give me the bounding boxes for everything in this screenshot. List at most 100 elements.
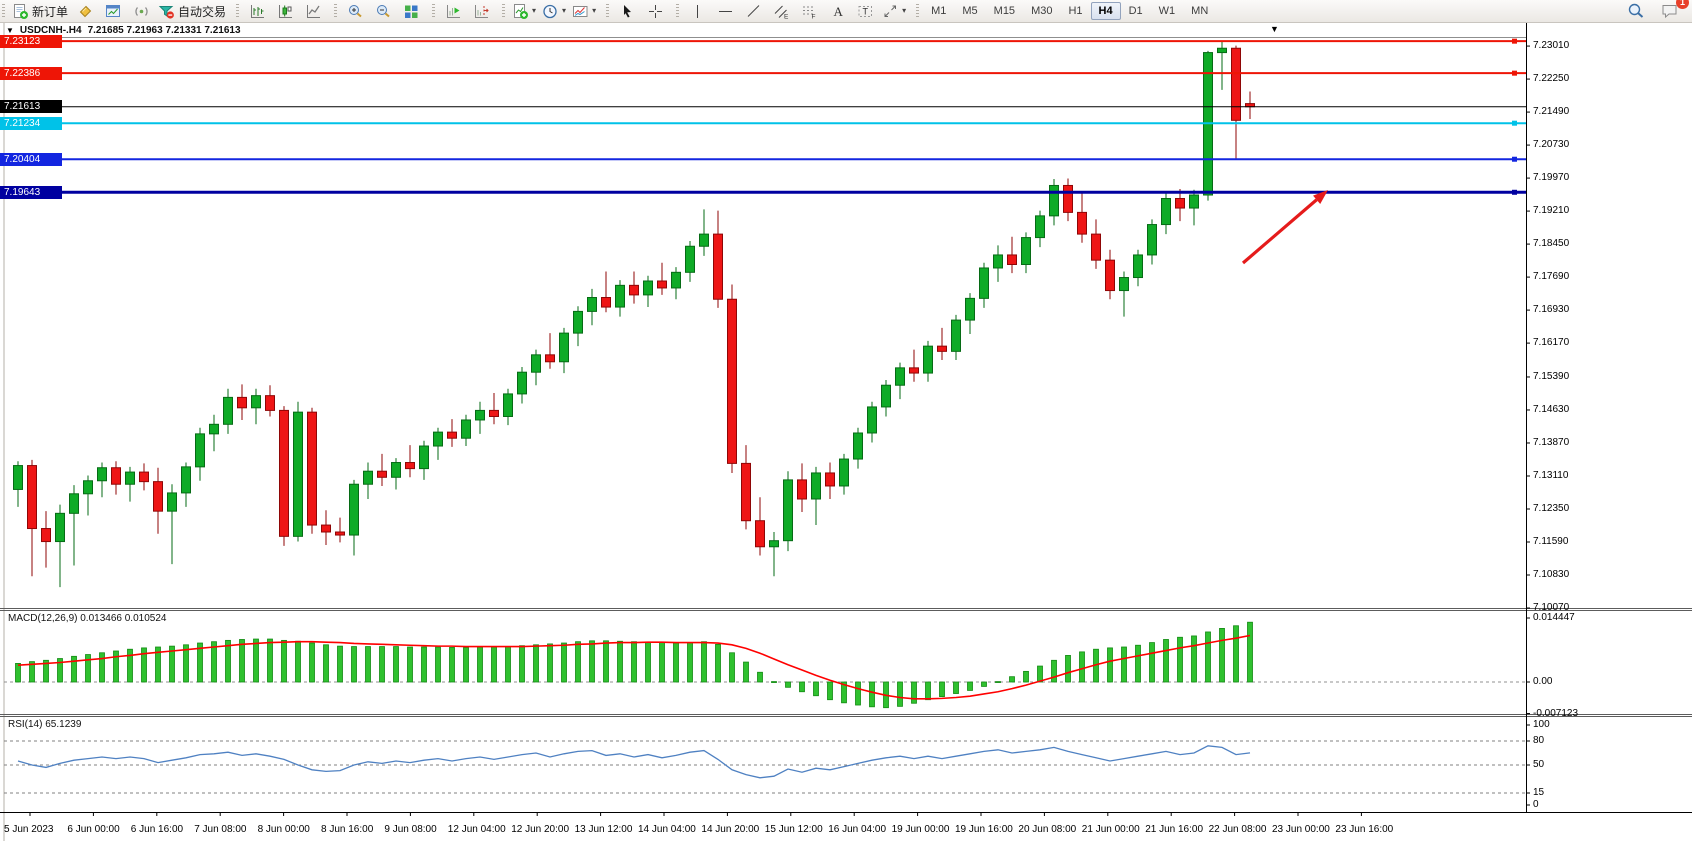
trend-arrow-annotation[interactable] — [1241, 198, 1318, 265]
candle-body — [601, 297, 611, 308]
macd-bar — [799, 681, 805, 693]
hline-handle[interactable] — [1512, 38, 1517, 44]
rsi-tick-label: 0 — [1533, 799, 1539, 810]
text-button[interactable]: A — [823, 0, 851, 22]
timeframe-m5-button[interactable]: M5 — [962, 5, 978, 17]
candle-body — [909, 367, 919, 374]
trend-arrow-head — [1313, 190, 1328, 204]
candle-body — [41, 528, 51, 543]
notifications-button[interactable]: 1 — [1656, 0, 1689, 22]
timeframe-m30-button[interactable]: M30 — [1031, 5, 1053, 17]
signals-icon — [133, 3, 150, 20]
zoom-in-button[interactable] — [341, 0, 369, 22]
candle-body — [979, 267, 989, 299]
zoom-in-icon — [347, 3, 364, 20]
hline-handle[interactable] — [1512, 120, 1517, 126]
hline-handle[interactable] — [1512, 70, 1517, 76]
chart-title-dropdown-icon[interactable]: ▼ — [6, 25, 14, 35]
search-button[interactable] — [1622, 0, 1650, 22]
timeframe-w1-button[interactable]: W1 — [1158, 5, 1176, 17]
toolbar-group-standard: 新订单 自动交易 — [0, 0, 234, 22]
add-indicator-button[interactable]: ▾ — [509, 0, 539, 22]
templates-button[interactable]: ▾ — [569, 0, 599, 22]
market-watch-button[interactable] — [71, 0, 99, 22]
macd-tick-label: 0.00 — [1533, 676, 1553, 687]
candle-body — [629, 284, 639, 296]
chart-symbol-timeframe: USDCNH-.H4 — [19, 25, 82, 36]
price-tick-label: 7.13110 — [1533, 469, 1569, 481]
text-label-button[interactable]: T — [851, 0, 879, 22]
candle-body — [1217, 47, 1227, 54]
signals-button[interactable] — [127, 0, 155, 22]
candle-body — [391, 462, 401, 478]
macd-bar — [813, 681, 819, 697]
macd-bar — [1177, 636, 1183, 683]
chart-shift-button[interactable] — [467, 0, 495, 22]
macd-bar — [1149, 642, 1155, 683]
cursor-button[interactable] — [613, 0, 641, 22]
macd-bar — [449, 647, 455, 683]
zoom-out-button[interactable] — [369, 0, 397, 22]
macd-bar — [379, 646, 385, 683]
chart-menu-icon[interactable]: ▼ — [1270, 24, 1279, 34]
line-chart-icon — [305, 3, 322, 20]
autotrading-button[interactable]: 自动交易 — [155, 0, 229, 22]
time-axis-label: 14 Jun 04:00 — [638, 824, 696, 835]
candle-body — [699, 233, 709, 247]
equidistant-channel-button[interactable]: E — [767, 0, 795, 22]
tile-windows-button[interactable] — [397, 0, 425, 22]
add-indicator-icon — [512, 3, 529, 20]
new-order-button[interactable]: 新订单 — [9, 0, 71, 22]
candle-body — [1161, 197, 1171, 226]
crosshair-button[interactable] — [641, 0, 669, 22]
candle-body — [923, 345, 933, 374]
macd-bar — [239, 639, 245, 683]
fibonacci-button[interactable]: F — [795, 0, 823, 22]
charts-window-button[interactable] — [99, 0, 127, 22]
candle-body — [517, 371, 527, 395]
bar-chart-button[interactable] — [243, 0, 271, 22]
timeframe-h1-button[interactable]: H1 — [1068, 5, 1083, 17]
candle-body — [433, 431, 443, 447]
auto-scroll-icon — [445, 3, 462, 20]
timeframe-d1-button[interactable]: D1 — [1128, 5, 1143, 17]
candle-body — [293, 411, 303, 537]
vertical-line-button[interactable] — [683, 0, 711, 22]
candle-body — [769, 540, 779, 548]
equidistant-channel-icon: E — [773, 3, 790, 20]
time-axis-label: 8 Jun 00:00 — [257, 824, 310, 835]
price-line-badge: 7.21234 — [0, 116, 62, 130]
candle-body — [419, 445, 429, 470]
arrows-button[interactable]: ▾ — [879, 0, 909, 22]
candle-body — [797, 479, 807, 500]
candle-body — [587, 297, 597, 312]
candle-body — [895, 367, 905, 386]
trendline-button[interactable] — [739, 0, 767, 22]
horizontal-line-button[interactable] — [711, 0, 739, 22]
candlestick-button[interactable] — [271, 0, 299, 22]
candle-body — [965, 297, 975, 321]
notification-badge: 1 — [1676, 0, 1689, 9]
price-tick-label: 7.16930 — [1533, 304, 1570, 316]
auto-scroll-button[interactable] — [439, 0, 467, 22]
cursor-icon — [619, 3, 636, 20]
line-chart-button[interactable] — [299, 0, 327, 22]
hline-handle[interactable] — [1512, 156, 1517, 162]
periods-button[interactable]: ▾ — [539, 0, 569, 22]
timeframe-h4-button[interactable]: H4 — [1090, 2, 1121, 20]
hline-handle[interactable] — [1512, 189, 1517, 195]
timeframe-m1-button[interactable]: M1 — [931, 5, 947, 17]
price-tick-label: 7.10070 — [1533, 602, 1570, 613]
rsi-label: RSI(14) 65.1239 — [8, 719, 82, 730]
macd-bar — [491, 646, 497, 683]
time-axis-label: 9 Jun 08:00 — [384, 824, 437, 835]
timeframe-mn-button[interactable]: MN — [1191, 5, 1209, 17]
macd-bar — [421, 646, 427, 683]
macd-label: MACD(12,26,9) 0.013466 0.010524 — [8, 613, 167, 624]
templates-icon — [572, 3, 589, 20]
timeframe-m15-button[interactable]: M15 — [993, 5, 1016, 17]
chart-shift-icon — [473, 3, 490, 20]
macd-bar — [757, 671, 763, 683]
candle-body — [1175, 197, 1185, 209]
